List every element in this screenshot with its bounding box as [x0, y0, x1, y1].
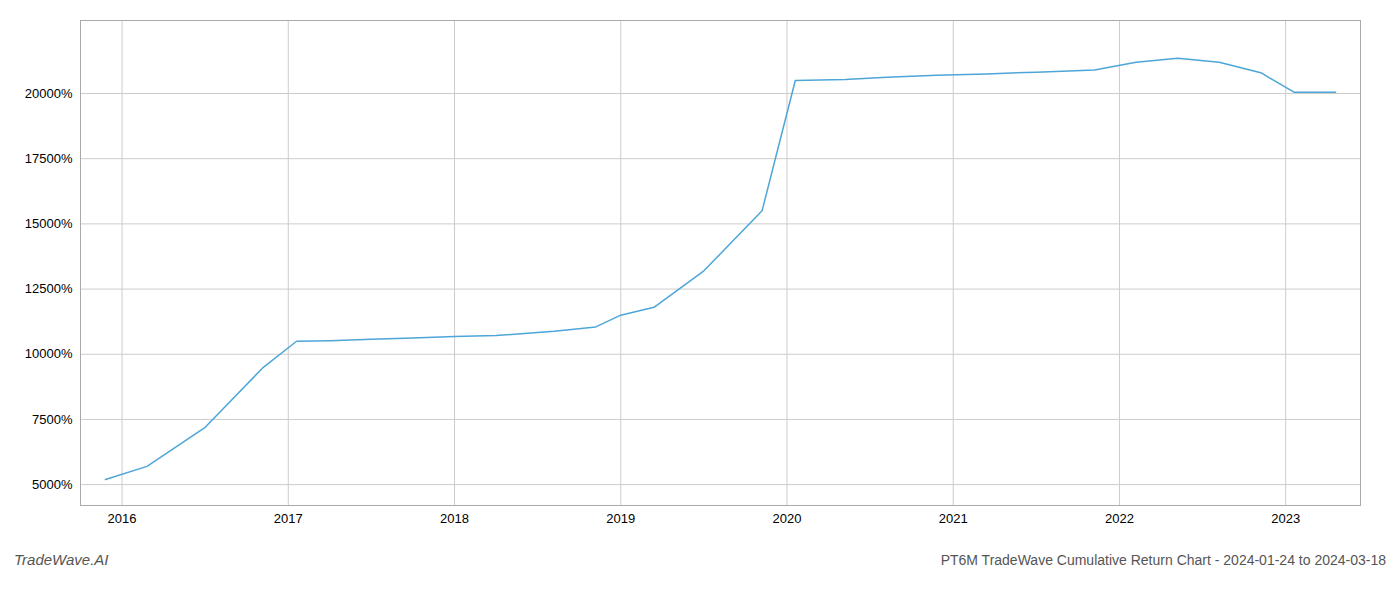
svg-text:17500%: 17500% [25, 151, 73, 166]
svg-text:10000%: 10000% [25, 346, 73, 361]
svg-text:2020: 2020 [773, 511, 802, 526]
svg-text:2017: 2017 [274, 511, 303, 526]
html-text:PT6M TradeWave Cumulative Retu: PT6M TradeWave Cumulative Return Chart -… [940, 552, 1386, 568]
svg-text:2023: 2023 [1271, 511, 1300, 526]
svg-text:7500%: 7500% [32, 412, 73, 427]
svg-text:5000%: 5000% [32, 477, 73, 492]
svg-text:2016: 2016 [108, 511, 137, 526]
svg-text:2022: 2022 [1105, 511, 1134, 526]
svg-text:12500%: 12500% [25, 281, 73, 296]
svg-text:2019: 2019 [606, 511, 635, 526]
svg-text:20000%: 20000% [25, 86, 73, 101]
svg-text:2018: 2018 [440, 511, 469, 526]
svg-text:15000%: 15000% [25, 216, 73, 231]
html-text:TradeWave.AI: TradeWave.AI [14, 551, 109, 568]
svg-text:2021: 2021 [939, 511, 968, 526]
